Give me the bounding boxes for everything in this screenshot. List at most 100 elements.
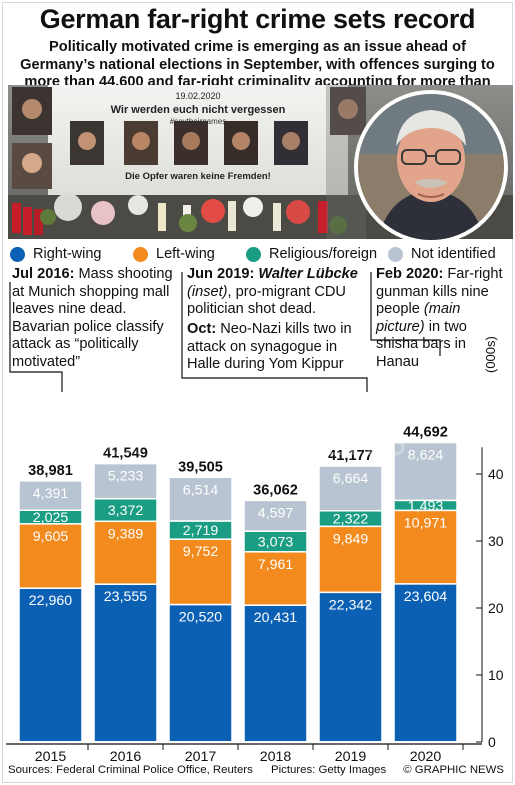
x-tick-label: 2018 xyxy=(260,749,292,765)
annotation-text: in two shisha bars in Hanau xyxy=(376,318,467,370)
legend-swatch xyxy=(133,246,148,262)
legend-item-left-wing: Left-wing xyxy=(133,243,215,265)
footer-sources: Sources: Federal Criminal Police Office,… xyxy=(8,764,253,776)
bar-value-label: 6,664 xyxy=(333,471,369,487)
y-axis-unit-label: (000s) xyxy=(483,336,498,373)
bar-segment-left-wing-2015 xyxy=(18,523,83,589)
bar-value-label: 10,971 xyxy=(404,515,448,531)
legend-swatch xyxy=(10,246,25,262)
leader-line-2019 xyxy=(181,272,368,392)
bar-value-label: 8,624 xyxy=(408,448,444,464)
y-axis: 0 10 20 30 40 xyxy=(6,447,504,750)
annotation-text: Far-right gunman kills nine people xyxy=(376,266,503,318)
y-tick-label: 40 xyxy=(488,466,504,482)
bar-outline xyxy=(317,464,384,743)
bar-value-label: 7,961 xyxy=(258,557,294,573)
bar-value-label: 9,389 xyxy=(108,526,144,542)
bar-outline xyxy=(242,498,309,744)
bar-segment-right-wing-2019 xyxy=(318,591,383,743)
bar-group-2017: 20,520 9,752 2,719 6,514 39,505 2017 xyxy=(167,459,239,765)
lower-sign-text: Die Opfer waren keine Fremden! xyxy=(125,171,271,182)
bar-value-label: 9,605 xyxy=(33,529,69,545)
bar-outline xyxy=(392,440,459,743)
bar-total-label: 44,692 xyxy=(403,425,448,441)
footer-pictures: Pictures: Getty Images xyxy=(271,764,387,776)
bar-value-label: 9,752 xyxy=(183,544,219,560)
leader-line-2016 xyxy=(9,282,63,392)
bar-outline xyxy=(17,478,84,743)
bar-value-label: 2,719 xyxy=(183,523,219,539)
bar-segment-not-identified-2017 xyxy=(168,476,233,522)
legend-item-right-wing: Right-wing xyxy=(10,243,102,265)
bar-value-label: 3,073 xyxy=(258,534,294,550)
annotation-date: Jun 2019: xyxy=(187,266,255,282)
y-tick-label: 30 xyxy=(488,533,504,549)
x-tick-label: 2015 xyxy=(35,749,67,765)
annotation-person-name: Walter Lübcke xyxy=(258,266,358,282)
annotation-date: Jul 2016: xyxy=(12,266,75,282)
legend-item-not-identified: Not identified xyxy=(388,243,496,265)
annotation-2019: Jun 2019: Walter Lübcke (inset), pro-mig… xyxy=(187,266,367,319)
bar-group-2019: 22,342 9,849 2,322 6,664 41,177 2019 xyxy=(317,448,389,765)
bar-segment-left-wing-2018 xyxy=(243,551,308,606)
legend-label: Right-wing xyxy=(33,246,102,262)
y-tick-label: 0 xyxy=(488,734,496,750)
bar-segment-right-wing-2016 xyxy=(93,583,158,743)
annotation-text: Mass shooting at Munich shopping mall le… xyxy=(12,266,173,370)
bar-group-2015: 22,960 9,605 2,025 4,391 38,981 2015 xyxy=(17,463,89,765)
bar-value-label: 2,322 xyxy=(333,512,369,528)
inset-portrait xyxy=(354,90,508,244)
bar-value-label: 23,604 xyxy=(404,589,448,605)
bar-value-label: 3,372 xyxy=(108,503,144,519)
bar-value-label: 20,520 xyxy=(179,610,223,626)
bar-outline xyxy=(167,475,234,743)
legend-item-religious-foreign: Religious/foreign xyxy=(246,243,377,265)
annotation-inset-note: (inset) xyxy=(187,283,228,300)
legend-label: Religious/foreign xyxy=(269,246,378,262)
legend-label: Not identified xyxy=(411,246,496,262)
legend-swatch xyxy=(388,246,403,262)
bar-outline xyxy=(92,461,159,743)
annotation-text: , pro-migrant CDU politician shot dead. xyxy=(187,283,346,318)
banner-tag: #saytheirnames xyxy=(170,117,226,126)
bar-group-2018: 20,431 7,961 3,073 4,597 36,062 2018 xyxy=(242,482,314,765)
y-tick-label: 10 xyxy=(488,667,504,683)
bar-total-label: 38,981 xyxy=(28,463,73,479)
bar-total-label: 39,505 xyxy=(178,459,223,475)
bar-segment-not-identified-2019 xyxy=(318,465,383,512)
bar-segment-left-wing-2016 xyxy=(93,520,158,585)
x-tick-label: 2016 xyxy=(110,749,142,765)
bar-value-label: 1,493 xyxy=(408,498,444,514)
bars-group: 22,960 9,605 2,025 4,391 38,981 2015 23,555 9,3… xyxy=(17,425,464,765)
bar-total-label: 41,177 xyxy=(328,448,373,464)
inset-portrait-image xyxy=(358,94,504,240)
bar-segment-right-wing-2020 xyxy=(393,583,458,743)
legend-swatch xyxy=(246,246,261,262)
bar-value-label: 2,025 xyxy=(33,510,69,526)
bar-segment-left-wing-2020 xyxy=(393,509,458,585)
annotation-oct-2019: Oct: Neo-Nazi kills two in attack on syn… xyxy=(187,321,367,374)
bar-total-label: 41,549 xyxy=(103,446,148,462)
bar-value-label: 4,391 xyxy=(33,486,69,502)
x-tick-label: 2017 xyxy=(185,749,217,765)
bar-value-label: 22,342 xyxy=(329,597,373,613)
legend-label: Left-wing xyxy=(156,246,215,262)
annotation-text: Neo-Nazi kills two in attack on synagogu… xyxy=(187,321,352,373)
banner-date: 19.02.2020 xyxy=(175,91,220,101)
bar-value-label: 22,960 xyxy=(29,593,73,609)
bar-segment-right-wing-2017 xyxy=(168,603,233,743)
bar-value-label: 20,431 xyxy=(254,610,298,626)
bar-segment-left-wing-2019 xyxy=(318,525,383,594)
annotation-date: Oct: xyxy=(187,321,217,337)
bar-group-2016: 23,555 9,389 3,372 5,233 41,549 2016 xyxy=(92,446,164,765)
bar-value-label: 5,233 xyxy=(108,469,144,485)
annotation-2020: Feb 2020: Far-right gunman kills nine pe… xyxy=(376,266,510,372)
x-tick-label: 2019 xyxy=(335,749,367,765)
footer-copyright: © GRAPHIC NEWS xyxy=(403,764,504,776)
annotation-2016: Jul 2016: Mass shooting at Munich shoppi… xyxy=(12,266,177,372)
bar-segment-right-wing-2015 xyxy=(18,587,83,743)
leader-line-2020-b xyxy=(370,318,441,356)
x-tick-label: 2020 xyxy=(410,749,442,765)
